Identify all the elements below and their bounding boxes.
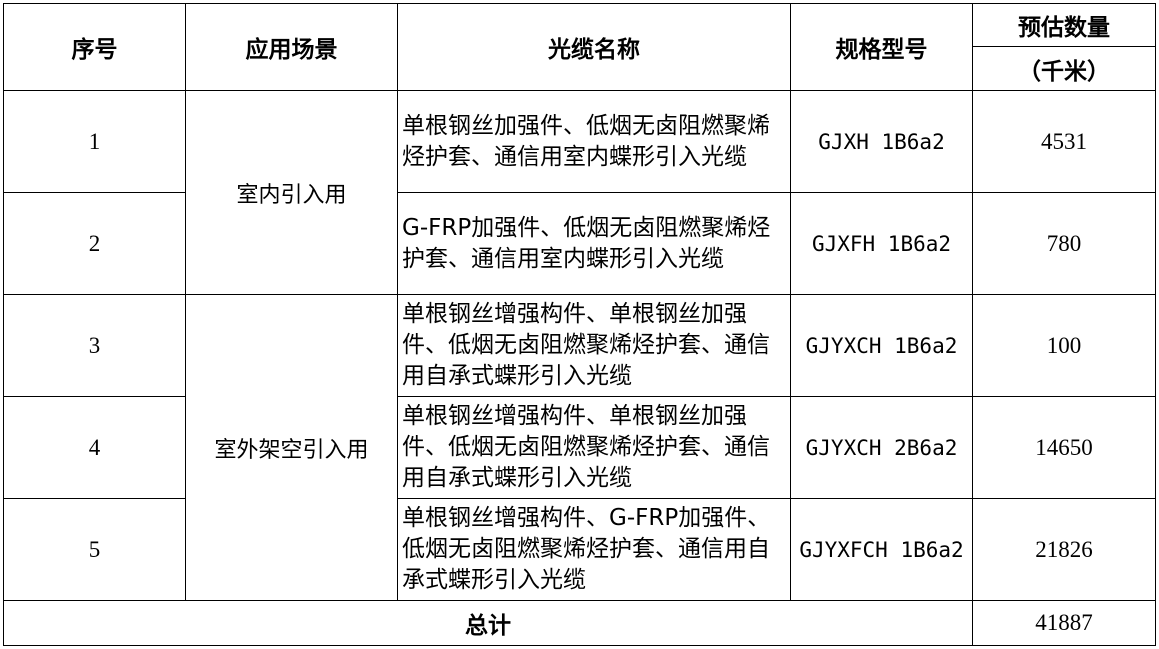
total-row: 总计 41887 — [3, 600, 1156, 646]
row-quantity: 100 — [972, 294, 1156, 397]
row-index: 5 — [3, 498, 186, 601]
row-cable-name: 单根钢丝加强件、低烟无卤阻燃聚烯烃护套、通信用室内蝶形引入光缆 — [397, 90, 791, 193]
row-model: GJXH 1B6a2 — [790, 90, 973, 193]
row-index: 3 — [3, 294, 186, 397]
header-unit: （千米） — [972, 46, 1156, 91]
header-index: 序号 — [3, 3, 186, 91]
header-scenario: 应用场景 — [185, 3, 398, 91]
row-quantity: 14650 — [972, 396, 1156, 499]
row-index: 4 — [3, 396, 186, 499]
cable-table: 序号 应用场景 光缆名称 规格型号 预估数量 （千米） 1 室内引入用 单根钢丝… — [3, 3, 1156, 646]
row-quantity: 4531 — [972, 90, 1156, 193]
row-cable-name: G-FRP加强件、低烟无卤阻燃聚烯烃护套、通信用室内蝶形引入光缆 — [397, 192, 791, 295]
row-model: GJYXCH 2B6a2 — [790, 396, 973, 499]
total-quantity: 41887 — [972, 600, 1156, 646]
row-index: 1 — [3, 90, 186, 193]
total-label: 总计 — [3, 600, 973, 646]
row-scenario: 室内引入用 — [185, 90, 398, 295]
table-row: 4 单根钢丝增强构件、单根钢丝加强件、低烟无卤阻燃聚烯烃护套、通信用自承式蝶形引… — [3, 396, 1156, 499]
row-model: GJYXCH 1B6a2 — [790, 294, 973, 397]
row-cable-name: 单根钢丝增强构件、G-FRP加强件、低烟无卤阻燃聚烯烃护套、通信用自承式蝶形引入… — [397, 498, 791, 601]
table-row: 3 室外架空引入用 单根钢丝增强构件、单根钢丝加强件、低烟无卤阻燃聚烯烃护套、通… — [3, 294, 1156, 601]
table-row: 5 单根钢丝增强构件、G-FRP加强件、低烟无卤阻燃聚烯烃护套、通信用自承式蝶形… — [3, 498, 1156, 601]
table-row: 1 室内引入用 单根钢丝加强件、低烟无卤阻燃聚烯烃护套、通信用室内蝶形引入光缆 … — [3, 90, 1156, 295]
table-row: 2 G-FRP加强件、低烟无卤阻燃聚烯烃护套、通信用室内蝶形引入光缆 GJXFH… — [3, 192, 1156, 295]
row-quantity: 780 — [972, 192, 1156, 295]
header-quantity: 预估数量 — [972, 3, 1156, 47]
row-quantity: 21826 — [972, 498, 1156, 601]
row-cable-name: 单根钢丝增强构件、单根钢丝加强件、低烟无卤阻燃聚烯烃护套、通信用自承式蝶形引入光… — [397, 396, 791, 499]
row-index: 2 — [3, 192, 186, 295]
header-cable-name: 光缆名称 — [397, 3, 791, 91]
row-model: GJXFH 1B6a2 — [790, 192, 973, 295]
header-model: 规格型号 — [790, 3, 973, 91]
row-cable-name: 单根钢丝增强构件、单根钢丝加强件、低烟无卤阻燃聚烯烃护套、通信用自承式蝶形引入光… — [397, 294, 791, 397]
row-scenario: 室外架空引入用 — [185, 294, 398, 601]
row-model: GJYXFCH 1B6a2 — [790, 498, 973, 601]
